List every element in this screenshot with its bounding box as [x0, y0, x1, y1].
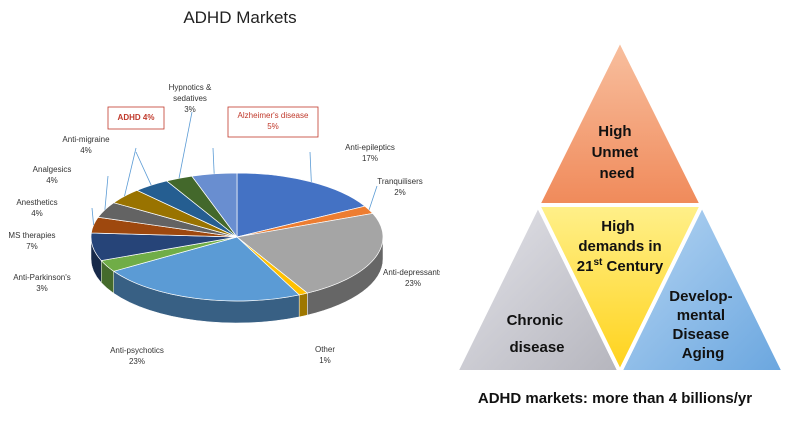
pie-chart: Anti-epileptics 17% Tranquilisers 2% Anti-de…: [8, 83, 440, 366]
chart-title: ADHD Markets: [183, 8, 297, 27]
triangle-top-line-1: High: [598, 123, 631, 140]
leader-line-alzheimer-s-disease: [212, 147, 215, 174]
svg-text:High demands in: High demands in: [578, 218, 661, 255]
svg-text:High Unmet need: High Unmet need: [592, 123, 643, 182]
pie-label-anti-psychotics: Anti-psychotics 23%: [110, 346, 164, 366]
triangle-right-line-3: Disease: [673, 326, 730, 343]
triangle-center-21: 21: [577, 258, 594, 275]
label-box-adhd: [107, 106, 165, 130]
leader-line-hypnotics-sedatives: [178, 111, 193, 179]
pie-label-adhd: ADHD 4%: [118, 113, 155, 122]
svg-text:Develop- mental Diseas: Develop- mental Disease Aging: [669, 288, 737, 362]
leader-line-adhd: [135, 151, 152, 186]
triangle-right-line-1: Develop-: [669, 288, 732, 305]
footer-caption: ADHD markets: more than 4 billions/yr: [477, 390, 753, 407]
triangle-left-line-2: disease: [509, 339, 564, 356]
pie-label-alzheimer-s-disease: Alzheimer's disease 5%: [238, 111, 309, 131]
pie-label-analgesics: Analgesics 4%: [33, 165, 72, 185]
triangle-center-line-3: 21st Century: [577, 257, 664, 275]
triangle-left-line-1: Chronic: [507, 312, 564, 329]
pie-label-hypnotics-sedatives: Hypnotics & sedatives 3%: [169, 83, 212, 114]
pie-label-anti-parkinson-s: Anti-Parkinson's 3%: [13, 273, 71, 293]
triangle-center-line-2: demands in: [578, 238, 661, 255]
leader-line-anti-migraine: [124, 147, 137, 197]
label-box-alzheimer-s-disease: [227, 106, 319, 138]
pie-slice-anti-psychotics: [112, 236, 300, 302]
pie-label-anti-epileptics: Anti-epileptics 17%: [345, 143, 395, 163]
leader-line-anesthetics: [91, 207, 94, 226]
pie-slice-alzheimer-s-disease: [191, 172, 238, 239]
triangle-center-line-1: High: [601, 218, 634, 235]
leader-line-anti-epileptics: [309, 151, 312, 182]
triangle-top-line-2: Unmet: [592, 144, 639, 161]
triangle-center-segment: [534, 203, 706, 377]
triangle-right-line-4: Aging: [682, 345, 725, 362]
triangle-center-century: Century: [602, 258, 664, 275]
pie-label-anti-depressants: Anti-depressants 23%: [383, 268, 440, 288]
pie-label-tranquilisers: Tranquilisers 2%: [377, 177, 423, 197]
triangle-right-line-2: mental: [677, 307, 725, 324]
triangle-top-line-3: need: [599, 165, 634, 182]
leader-line-analgesics: [104, 175, 109, 210]
pie-label-anti-migraine: Anti-migraine 4%: [62, 135, 110, 155]
leader-line-tranquilisers: [368, 185, 378, 210]
pie-slice-anti-depressants: [236, 213, 384, 294]
pie-label-anesthetics: Anesthetics 4%: [16, 198, 57, 218]
pie-label-other: Other 1%: [315, 345, 335, 365]
svg-text:Chronic disease: Chronic disease: [507, 312, 568, 356]
triangle-center-st: st: [593, 257, 603, 268]
pie-slice-anti-epileptics: [236, 172, 366, 238]
pie-label-ms-therapies: MS therapies 7%: [8, 231, 55, 251]
